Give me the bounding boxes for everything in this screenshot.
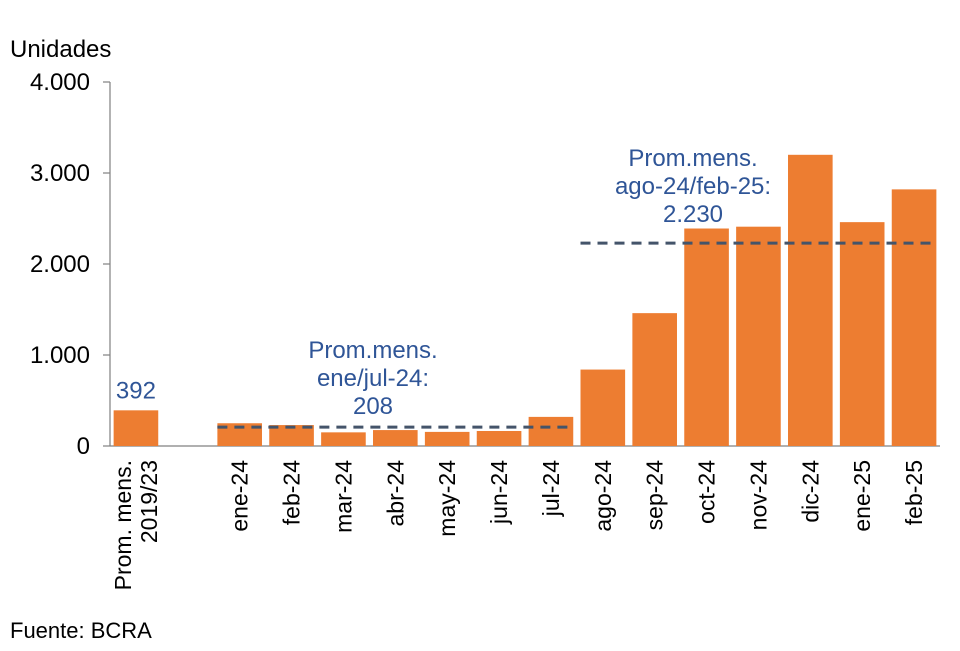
x-tick-label-line: mar-24 (330, 460, 356, 533)
axes: 0 1.000 2.000 3.000 4.000 (30, 69, 940, 460)
x-tick-label-line: nov-24 (745, 460, 771, 531)
source-note: Fuente: BCRA (10, 618, 152, 643)
data-label: 392 (116, 377, 156, 404)
x-tick-label: ago-24 (590, 460, 616, 532)
x-tick-label-line: dic-24 (797, 460, 823, 523)
bar (373, 430, 418, 446)
bar (891, 189, 937, 446)
x-tick-label-line: 2019/23 (136, 460, 162, 543)
average-lines (217, 241, 937, 429)
x-tick-label: jul-24 (538, 460, 564, 517)
x-tick-label: ene-24 (227, 460, 253, 532)
x-tick-label-line: jun-24 (486, 460, 512, 525)
x-tick-label: mar-24 (330, 460, 356, 533)
bar (217, 423, 262, 446)
bar (269, 425, 314, 446)
average-annotation: 2.230 (663, 201, 723, 228)
x-tick-label-line: jul-24 (538, 460, 564, 517)
x-tick-label-line: abr-24 (382, 460, 408, 527)
x-tick-label: feb-24 (279, 460, 305, 525)
y-axis-label: Unidades (10, 36, 112, 63)
average-annotation: ene/jul-24: (317, 365, 429, 392)
y-tick-label: 3.000 (30, 160, 90, 187)
bar (684, 228, 729, 446)
bar (321, 432, 366, 446)
x-tick-label-line: ene-25 (849, 460, 875, 532)
bar (113, 410, 159, 446)
bar (788, 154, 833, 447)
x-tick-label: oct-24 (694, 460, 720, 524)
x-tick-label-line: Prom. mens. (110, 460, 136, 590)
x-tick-label: jun-24 (486, 460, 512, 525)
average-annotation: ago-24/feb-25: (615, 173, 771, 200)
bar (476, 430, 522, 446)
x-tick-label: nov-24 (745, 460, 771, 531)
y-tick-label: 1.000 (30, 342, 90, 369)
x-tick-label: sep-24 (642, 460, 668, 531)
average-annotation: 208 (353, 393, 393, 420)
y-tick-label: 2.000 (30, 251, 90, 278)
x-tick-label: abr-24 (382, 460, 408, 527)
x-tick-label: Prom. mens. 2019/23 (110, 460, 162, 590)
x-tick-label: feb-25 (901, 460, 927, 525)
bar (424, 431, 470, 446)
x-tick-label-line: feb-25 (901, 460, 927, 525)
labels: Prom. mens. 2019/23 ene-24 feb-24 mar-24 abr-… (110, 145, 927, 590)
x-tick-label: may-24 (434, 460, 460, 537)
average-annotation: Prom.mens. (628, 145, 757, 172)
x-tick-label: dic-24 (797, 460, 823, 523)
x-tick-label-line: oct-24 (694, 460, 720, 524)
bars (113, 154, 937, 447)
x-tick-label-line: may-24 (434, 460, 460, 537)
x-tick-label-line: feb-24 (279, 460, 305, 525)
y-tick-label: 0 (77, 433, 90, 460)
x-tick-label: ene-25 (849, 460, 875, 532)
x-tick-label-line: ene-24 (227, 460, 253, 532)
x-tick-label-line: sep-24 (642, 460, 668, 531)
bar (632, 313, 677, 446)
average-annotation: Prom.mens. (308, 337, 437, 364)
bar (736, 226, 781, 446)
bar (528, 416, 574, 446)
bar (580, 369, 626, 446)
x-tick-label-line: ago-24 (590, 460, 616, 532)
bar (839, 222, 885, 446)
y-tick-label: 4.000 (30, 69, 90, 96)
